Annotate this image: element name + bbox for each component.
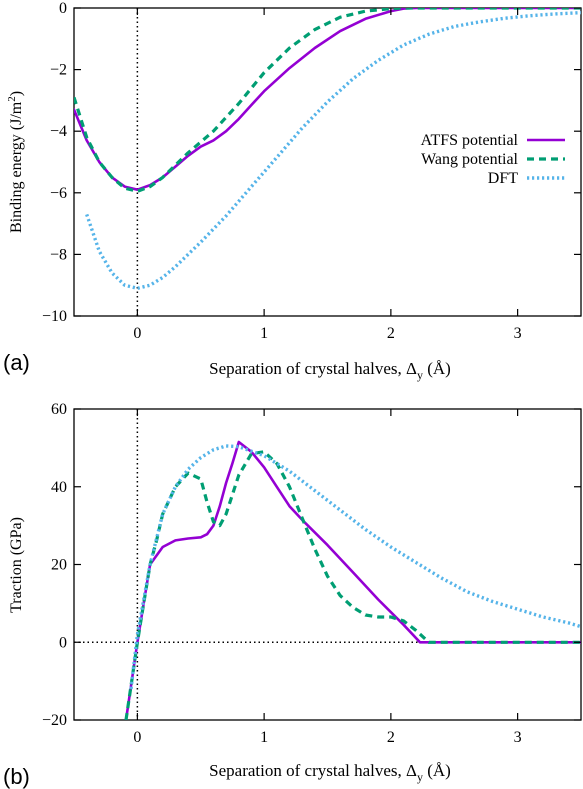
y-tick-label: −10 <box>42 308 67 325</box>
series-line-dft <box>129 444 581 690</box>
yaxis-label-b: Traction (GPa) <box>8 517 25 613</box>
y-tick-label: 60 <box>51 401 67 418</box>
legend-label: ATFS potential <box>421 132 519 149</box>
panel-label-a: (a) <box>3 350 30 375</box>
xaxis-label-a: Separation of crystal halves, Δy (Å) <box>209 359 451 382</box>
series-line-atfs-potential <box>124 440 581 720</box>
panel-label-b: (b) <box>3 764 30 789</box>
yaxis-label-a: Binding energy (J/m2) <box>6 91 25 233</box>
x-tick-label: 1 <box>260 325 268 342</box>
xaxis-label-b: Separation of crystal halves, Δy (Å) <box>209 761 451 784</box>
y-tick-label: 40 <box>51 479 67 496</box>
y-tick-label: −8 <box>50 246 67 263</box>
legend: ATFS potential Wang potential DFT <box>421 132 565 187</box>
y-tick-label: −6 <box>50 185 67 202</box>
x-tick-label: 3 <box>514 729 522 746</box>
panel-a: 0 1 2 3 −10 −8 −6 −4 −2 0 Separation of crystal h… <box>3 0 582 382</box>
yaxis-label-sup-a: 2 <box>6 96 18 102</box>
legend-label: DFT <box>488 170 518 187</box>
x-tick-label: 1 <box>260 729 268 746</box>
y-tick-label: 0 <box>59 0 67 17</box>
xaxis-label-sub-b: y <box>417 770 423 784</box>
y-tick-label: −4 <box>50 123 67 140</box>
legend-label: Wang potential <box>421 151 518 168</box>
x-tick-label: 2 <box>387 325 395 342</box>
y-tick-label: −2 <box>50 62 67 79</box>
panel-b: 0 1 2 3 −20 0 20 40 60 Separation of crystal hal… <box>3 401 582 789</box>
series-line-wang-potential <box>124 450 581 720</box>
y-tick-label: −20 <box>42 712 67 729</box>
y-tick-label: 20 <box>51 557 67 574</box>
x-tick-label: 3 <box>514 325 522 342</box>
xaxis-label-sub-a: y <box>417 368 423 382</box>
x-tick-label: 2 <box>387 729 395 746</box>
x-tick-label: 0 <box>133 325 141 342</box>
y-tick-label: 0 <box>59 634 67 651</box>
plot-frame-a <box>73 7 582 317</box>
x-tick-label: 0 <box>133 729 141 746</box>
